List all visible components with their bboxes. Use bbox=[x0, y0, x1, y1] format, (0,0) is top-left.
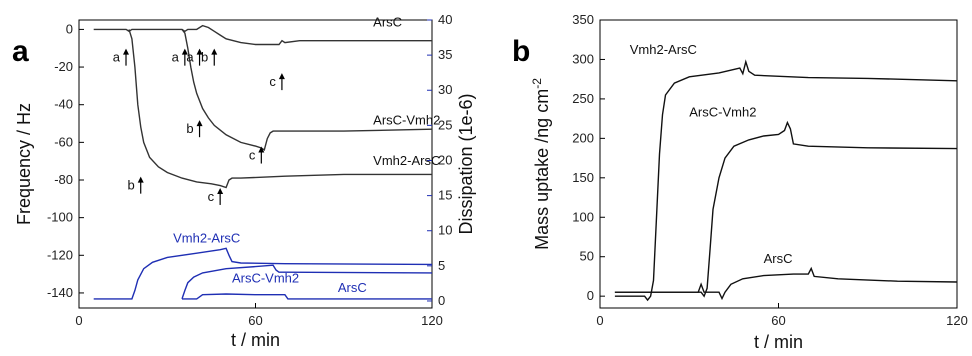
event-annotation-label: a bbox=[172, 50, 180, 65]
frequency-series-label: ArsC bbox=[373, 15, 402, 30]
event-annotation-label: a bbox=[186, 50, 194, 65]
x-tick-label-a: 60 bbox=[248, 313, 262, 328]
y-tick-label-b: 50 bbox=[580, 249, 594, 264]
y-tick-label-a: -20 bbox=[54, 59, 73, 74]
frequency-series-label: ArsC-Vmh2 bbox=[373, 112, 440, 127]
frequency-line-arsc-vmh2 bbox=[181, 28, 433, 152]
event-arrow-head bbox=[217, 187, 224, 194]
y2-tick-label-a: 15 bbox=[438, 188, 452, 203]
event-arrow-head bbox=[181, 48, 188, 55]
x-tick-label-a: 0 bbox=[75, 313, 82, 328]
panel-label-a: a bbox=[12, 35, 29, 68]
event-annotation-label: c bbox=[269, 74, 276, 89]
y-tick-label-a: -60 bbox=[54, 134, 73, 149]
dissipation-line-vmh2-arsc bbox=[93, 247, 433, 300]
y2-axis-label-a: Dissipation (1e-6) bbox=[456, 93, 476, 234]
y-tick-label-a: -140 bbox=[47, 285, 73, 300]
y2-tick-label-a: 5 bbox=[438, 258, 445, 273]
frequency-series-label: Vmh2-ArsC bbox=[373, 153, 440, 168]
y2-tick-label-a: 0 bbox=[438, 293, 445, 308]
mass-series-label: ArsC-Vmh2 bbox=[689, 104, 756, 119]
x-axis-label-b: t / min bbox=[754, 332, 803, 352]
y2-tick-label-a: 30 bbox=[438, 82, 452, 97]
event-arrow-head bbox=[258, 146, 265, 153]
dissipation-series-label: Vmh2-ArsC bbox=[173, 231, 240, 246]
event-arrow-head bbox=[278, 73, 285, 80]
y-axis-label-a: Frequency / Hz bbox=[14, 103, 34, 225]
y-axis-label-b-superscript: -2 bbox=[530, 78, 544, 89]
event-annotation-label: b bbox=[201, 50, 208, 65]
panel-b-chart: 0 60 120 0 50 100 150 200 250 300 350 t / min Mass u… bbox=[512, 12, 968, 352]
panel-a-chart: 0 60 1200-20-40-60-80-100-120-140051015202… bbox=[12, 12, 476, 350]
mass-line-vmh2-arsc bbox=[614, 59, 958, 302]
event-arrow-head bbox=[196, 120, 203, 127]
y-tick-label-b: 0 bbox=[587, 288, 594, 303]
y-tick-label-b: 100 bbox=[572, 209, 594, 224]
y-tick-label-a: -40 bbox=[54, 97, 73, 112]
mass-series-label: ArsC bbox=[764, 251, 793, 266]
y-tick-label-a: -120 bbox=[47, 247, 73, 262]
y-tick-label-b: 150 bbox=[572, 170, 594, 185]
y-tick-label-a: -100 bbox=[47, 210, 73, 225]
y-axis-label-b-text: Mass uptake /ng cm bbox=[532, 89, 552, 250]
event-annotation-label: c bbox=[249, 148, 256, 163]
event-arrow-head bbox=[211, 48, 218, 55]
frequency-line-vmh2-arsc bbox=[128, 29, 432, 189]
dissipation-series-label: ArsC bbox=[338, 280, 367, 295]
x-tick-label-a: 120 bbox=[421, 313, 443, 328]
event-annotation-label: b bbox=[186, 121, 193, 136]
y2-tick-label-a: 20 bbox=[438, 152, 452, 167]
y2-tick-label-a: 40 bbox=[438, 12, 452, 27]
y2-tick-label-a: 10 bbox=[438, 223, 452, 238]
x-tick-label-b: 120 bbox=[946, 313, 968, 328]
dissipation-series-label: ArsC-Vmh2 bbox=[232, 271, 299, 286]
event-annotation-label: a bbox=[113, 50, 121, 65]
y-tick-label-b: 350 bbox=[572, 12, 594, 27]
x-tick-label-b: 60 bbox=[771, 313, 785, 328]
y-axis-label-b: Mass uptake /ng cm-2 bbox=[530, 78, 552, 250]
event-arrow-head bbox=[123, 48, 130, 55]
mass-line-arsc bbox=[614, 266, 958, 301]
event-annotation-label: c bbox=[208, 189, 215, 204]
dissipation-line-arsc bbox=[182, 293, 432, 300]
dissipation-line-arsc-vmh2 bbox=[181, 264, 433, 300]
y-tick-label-a: 0 bbox=[66, 21, 73, 36]
x-axis-label-a: t / min bbox=[231, 330, 280, 350]
y-tick-label-b: 300 bbox=[572, 51, 594, 66]
x-tick-label-b: 0 bbox=[596, 313, 603, 328]
frequency-line-arsc bbox=[93, 24, 432, 46]
y-tick-label-a: -80 bbox=[54, 172, 73, 187]
y2-tick-label-a: 25 bbox=[438, 117, 452, 132]
event-arrow-head bbox=[196, 48, 203, 55]
y-tick-label-b: 250 bbox=[572, 91, 594, 106]
mass-line-arsc-vmh2 bbox=[614, 120, 958, 298]
event-annotation-label: b bbox=[127, 178, 134, 193]
panel-label-b: b bbox=[512, 35, 530, 68]
event-arrow-head bbox=[137, 176, 144, 183]
y2-tick-label-a: 35 bbox=[438, 47, 452, 62]
mass-series-label: Vmh2-ArsC bbox=[630, 42, 697, 57]
y-tick-label-b: 200 bbox=[572, 130, 594, 145]
